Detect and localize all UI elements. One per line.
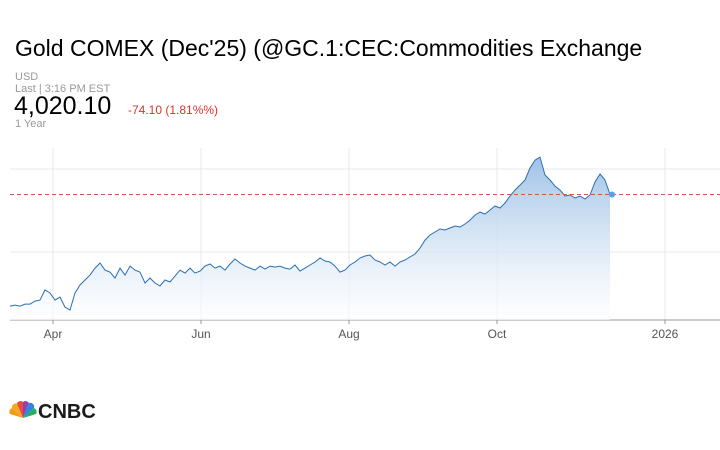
- x-tick-label: 2026: [652, 327, 679, 341]
- x-tick-label: Oct: [488, 327, 507, 341]
- area-fill: [10, 157, 610, 320]
- x-tick-label: Jun: [191, 327, 210, 341]
- last-time: Last | 3:16 PM EST: [15, 83, 110, 95]
- chart-title: Gold COMEX (Dec'25) (@GC.1:CEC:Commoditi…: [15, 35, 642, 61]
- price: 4,020.10: [14, 92, 111, 120]
- logo: [9, 401, 37, 418]
- last-point: [609, 191, 615, 198]
- range: 1 Year: [15, 118, 47, 130]
- logo-text: CNBC: [38, 401, 96, 423]
- price-line: [9, 156, 611, 311]
- x-tick-label: Aug: [338, 327, 359, 341]
- x-tick-label: Apr: [44, 327, 63, 341]
- currency: USD: [15, 71, 38, 83]
- change: -74.10 (1.81%%): [128, 103, 218, 117]
